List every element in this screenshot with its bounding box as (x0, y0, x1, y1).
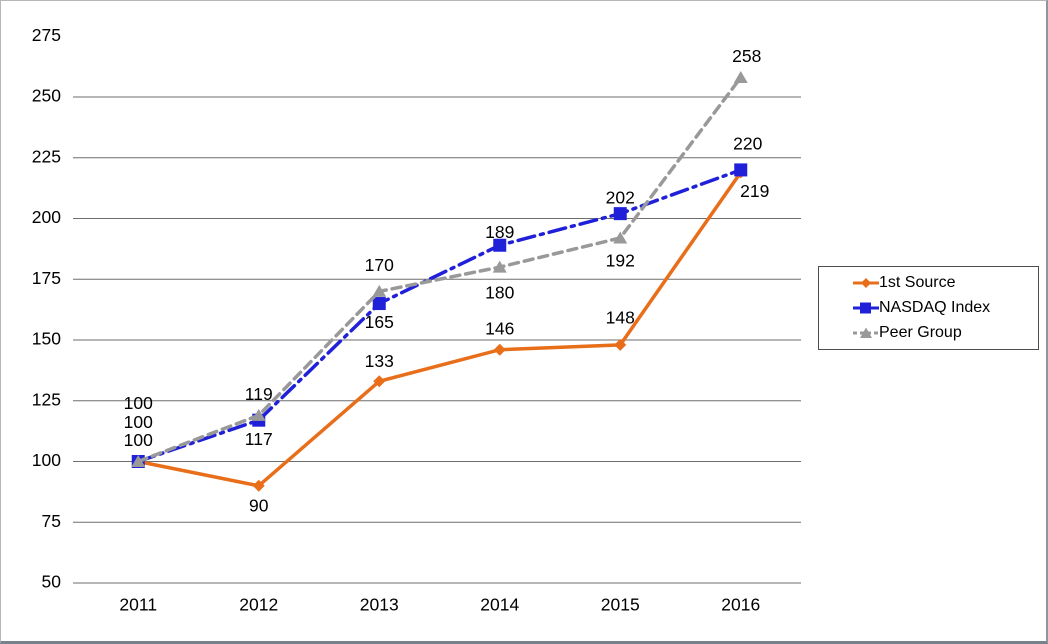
data-label: 202 (606, 187, 635, 207)
data-label: 148 (606, 307, 635, 327)
square-marker (372, 297, 386, 311)
legend-item-1st-source: 1st Source (853, 275, 1038, 291)
data-label: 219 (740, 181, 769, 201)
triangle-marker (733, 71, 748, 84)
legend-label: Peer Group (879, 324, 962, 341)
legend-label: 1st Source (879, 274, 956, 291)
y-tick-label: 275 (32, 25, 61, 45)
legend-label: NASDAQ Index (879, 299, 991, 316)
square-marker (493, 238, 507, 252)
square-marker (734, 163, 748, 177)
y-tick-label: 225 (32, 146, 61, 166)
x-tick-label: 2013 (360, 595, 399, 615)
y-tick-label: 125 (32, 389, 61, 409)
square-marker (613, 207, 627, 221)
data-label: 165 (365, 312, 394, 332)
data-label: 220 (733, 134, 762, 154)
diamond-marker (252, 479, 265, 492)
x-tick-label: 2012 (239, 595, 278, 615)
data-label: 258 (732, 46, 761, 66)
data-label: 146 (485, 318, 514, 338)
triangle-marker (251, 408, 266, 421)
triangle-marker (372, 284, 387, 297)
legend-item-peer-group: Peer Group (853, 325, 1038, 341)
series-line-nasdaq-index (136, 168, 743, 464)
triangle-marker (613, 231, 628, 244)
data-label: 100 (124, 412, 153, 432)
y-tick-label: 50 (42, 572, 62, 592)
y-tick-label: 100 (32, 450, 61, 470)
data-label: 119 (245, 384, 273, 404)
legend-marker-nasdaq-icon (853, 302, 879, 314)
y-tick-label: 75 (42, 511, 61, 531)
x-tick-label: 2016 (721, 595, 760, 615)
triangle-marker (492, 260, 507, 273)
data-label: 90 (249, 495, 269, 515)
triangle-marker (131, 455, 146, 467)
data-label: 189 (485, 222, 514, 242)
y-tick-label: 200 (32, 207, 61, 227)
diamond-marker (493, 343, 506, 356)
data-label: 170 (365, 255, 394, 275)
legend-marker-peer-group-icon (853, 327, 879, 338)
y-tick-label: 250 (32, 86, 61, 106)
series-line-peer-group (136, 75, 743, 464)
data-label: 117 (245, 429, 273, 449)
data-label: 180 (485, 283, 514, 303)
x-tick-label: 2014 (480, 595, 519, 615)
diamond-marker (373, 375, 386, 388)
series-line-1st-source (136, 170, 743, 488)
legend-marker-1st-source-icon (853, 278, 879, 288)
y-tick-label: 175 (32, 268, 61, 288)
diamond-marker (614, 338, 627, 351)
legend: 1st Source NASDAQ Index Peer Group (818, 266, 1039, 350)
data-label: 100 (124, 393, 153, 413)
legend-item-nasdaq-index: NASDAQ Index (853, 300, 1038, 316)
data-label: 133 (365, 351, 394, 371)
y-tick-label: 150 (32, 329, 61, 349)
x-tick-label: 2015 (601, 595, 640, 615)
x-tick-label: 2011 (119, 595, 157, 615)
data-label: 192 (606, 251, 635, 271)
data-label: 100 (124, 430, 153, 450)
